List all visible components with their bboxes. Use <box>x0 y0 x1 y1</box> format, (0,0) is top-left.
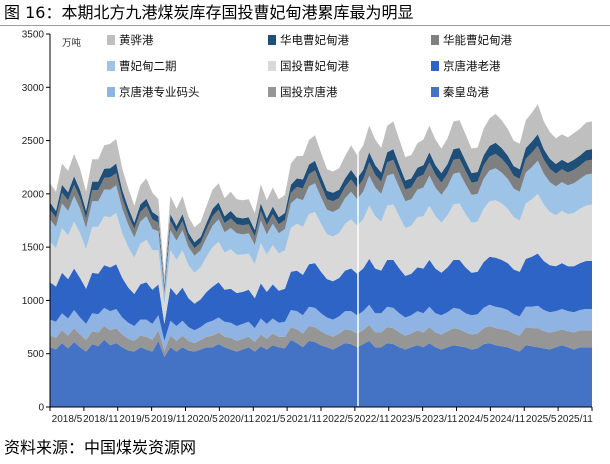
x-tick-label: 2018/5 <box>52 414 83 425</box>
x-tick-label: 2025/11 <box>557 414 593 425</box>
x-tick-label: 2023/5 <box>390 414 421 425</box>
figure-title: 图 16：本期北方九港煤炭库存国投曹妃甸港累库最为明显 <box>4 3 414 22</box>
legend-label: 京唐港专业码头 <box>119 85 200 99</box>
legend-label: 国投京唐港 <box>280 85 338 99</box>
legend-label: 国投曹妃甸港 <box>280 59 349 73</box>
x-tick-label: 2020/5 <box>187 414 218 425</box>
legend-swatch <box>431 61 439 71</box>
legend-swatch <box>107 87 115 97</box>
x-tick-label: 2022/5 <box>323 414 354 425</box>
x-tick-label: 2021/11 <box>286 414 322 425</box>
area-series-2 <box>50 324 592 357</box>
area-series-5 <box>50 193 592 324</box>
y-tick-label: 3000 <box>22 83 45 94</box>
legend-swatch <box>107 35 115 45</box>
y-tick-label: 2000 <box>22 189 45 200</box>
area-series-4 <box>50 253 592 341</box>
legend-label: 华电曹妃甸港 <box>280 33 349 47</box>
x-tick-label: 2024/5 <box>458 414 489 425</box>
area-series-1 <box>50 339 592 407</box>
y-tick-label: 3500 <box>22 30 45 41</box>
x-tick-label: 2021/5 <box>255 414 286 425</box>
legend-swatch <box>107 61 115 71</box>
legend-label: 秦皇岛港 <box>443 85 489 99</box>
area-series-7 <box>50 145 592 294</box>
x-tick-label: 2022/11 <box>354 414 390 425</box>
y-tick-label: 1500 <box>22 243 45 254</box>
x-tick-label: 2020/11 <box>219 414 255 425</box>
x-tick-label: 2018/11 <box>83 414 119 425</box>
area-series-3 <box>50 304 592 351</box>
source-note: 资料来源：中国煤炭资源网 <box>4 438 197 457</box>
area-series-group <box>50 104 592 407</box>
axes-group: 0 500 1000 1500 2000 2500 3000 3500 2018/5 2018/1… <box>22 30 593 426</box>
legend-label: 黄骅港 <box>119 33 154 47</box>
area-series-9 <box>50 104 592 286</box>
y-tick-label: 2500 <box>22 136 45 147</box>
x-tick-label: 2019/11 <box>151 414 187 425</box>
area-series-6 <box>50 160 592 305</box>
legend-swatch <box>268 35 276 45</box>
y-tick-label: 0 <box>38 403 44 414</box>
unit-label: 万吨 <box>62 37 82 49</box>
y-tick-label: 500 <box>27 349 44 360</box>
legend-label: 华能曹妃甸港 <box>443 33 512 47</box>
title-divider <box>0 25 610 26</box>
legend-swatch <box>431 87 439 97</box>
legend-label: 京唐港老港 <box>443 59 501 73</box>
x-tick-label: 2025/5 <box>526 414 557 425</box>
legend-label: 曹妃甸二期 <box>119 59 177 73</box>
x-tick-label: 2019/5 <box>119 414 150 425</box>
y-tick-label: 1000 <box>22 296 45 307</box>
legend-swatch <box>268 61 276 71</box>
x-tick-label: 2024/11 <box>490 414 526 425</box>
x-tick-label: 2023/11 <box>422 414 458 425</box>
stacked-area-chart: 0 500 1000 1500 2000 2500 3000 3500 2018/5 2018/1… <box>22 30 593 426</box>
legend-swatch <box>431 35 439 45</box>
legend-swatch <box>268 87 276 97</box>
